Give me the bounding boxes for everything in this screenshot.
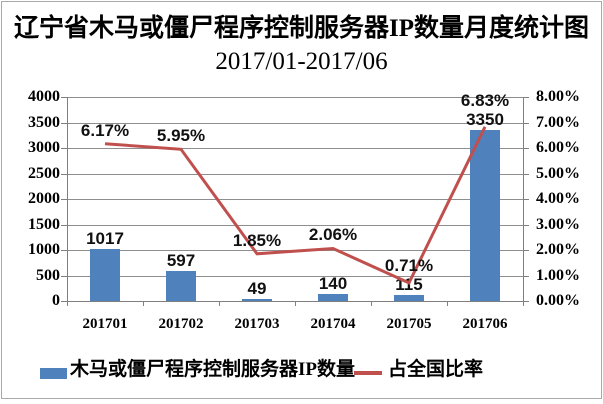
x-axis-tick [523,301,524,306]
y-axis-label-right: 1.00% [536,267,580,284]
gridline [67,97,523,98]
legend-line-label: 占全国比率 [388,359,484,380]
bar-201704 [318,294,348,301]
line-point-label: 2.06% [308,225,358,244]
bar-value-label: 49 [247,279,267,298]
y-axis-label-left: 3000 [28,139,60,156]
y-axis-label-left: 2000 [28,190,60,207]
left-axis-tick [61,199,67,200]
y-axis-label-left: 2500 [28,165,60,182]
y-axis-label-right: 3.00% [536,216,580,233]
y-axis-label-left: 4000 [28,88,60,105]
bar-201703 [242,299,272,301]
x-axis-label: 201704 [310,316,356,332]
gridline [67,123,523,124]
chart-title-line2: 2017/01-2017/06 [215,48,388,75]
left-axis-tick [61,301,67,302]
y-axis-label-right: 6.00% [536,139,580,156]
bar-201706 [470,130,500,301]
right-axis-tick [523,174,529,175]
line-point-label: 6.83% [460,91,510,110]
legend-bar-swatch [40,368,67,379]
chart-title-line1: 辽宁省木马或僵尸程序控制服务器IP数量月度统计图 [13,15,589,42]
left-axis-tick [61,250,67,251]
left-axis-tick [61,276,67,277]
line-point-label: 6.17% [80,121,130,140]
x-axis-tick [295,301,296,306]
y-axis-label-left: 0 [52,292,60,309]
bar-value-label: 140 [318,274,348,293]
x-axis-tick [67,301,68,306]
bar-value-label: 3350 [466,110,504,129]
y-axis-label-right: 4.00% [536,190,580,207]
right-axis-tick [523,123,529,124]
x-axis-tick [219,301,220,306]
bar-201705 [394,295,424,301]
gridline [67,148,523,149]
y-axis-label-right: 7.00% [536,114,580,131]
y-axis-label-right: 2.00% [536,241,580,258]
right-axis-line [523,97,524,301]
right-axis-tick [523,97,529,98]
right-axis-tick [523,250,529,251]
gridline [67,225,523,226]
left-axis-tick [61,148,67,149]
line-point-label: 0.71% [384,256,434,275]
left-axis-tick [61,123,67,124]
right-axis-tick [523,225,529,226]
x-axis-label: 201702 [158,316,204,332]
bar-201701 [90,249,120,301]
y-axis-label-left: 1000 [28,241,60,258]
left-axis-tick [61,174,67,175]
x-axis-label: 201701 [82,316,128,332]
legend-line-swatch [354,371,382,375]
right-axis-tick [523,276,529,277]
bar-value-label: 1017 [86,229,124,248]
right-axis-tick [523,148,529,149]
x-axis-label: 201703 [234,316,280,332]
gridline [67,174,523,175]
legend-bar-label: 木马或僵尸程序控制服务器IP数量 [70,359,356,380]
y-axis-label-right: 0.00% [536,292,580,309]
y-axis-label-right: 5.00% [536,165,580,182]
bar-201702 [166,271,196,301]
y-axis-label-left: 1500 [28,216,60,233]
left-axis-tick [61,225,67,226]
bar-value-label: 597 [166,251,196,270]
x-axis-tick [143,301,144,306]
y-axis-label-left: 500 [36,267,60,284]
y-axis-label-left: 3500 [28,114,60,131]
x-axis-label: 201706 [462,316,508,332]
line-point-label: 5.95% [156,126,206,145]
x-axis-tick [371,301,372,306]
line-point-label: 1.85% [232,231,282,250]
x-axis-tick [447,301,448,306]
right-axis-tick [523,199,529,200]
left-axis-tick [61,97,67,98]
x-axis-label: 201705 [386,316,432,332]
gridline [67,199,523,200]
gridline [67,276,523,277]
right-axis-tick [523,301,529,302]
left-axis-line [67,97,68,301]
y-axis-label-right: 8.00% [536,88,580,105]
